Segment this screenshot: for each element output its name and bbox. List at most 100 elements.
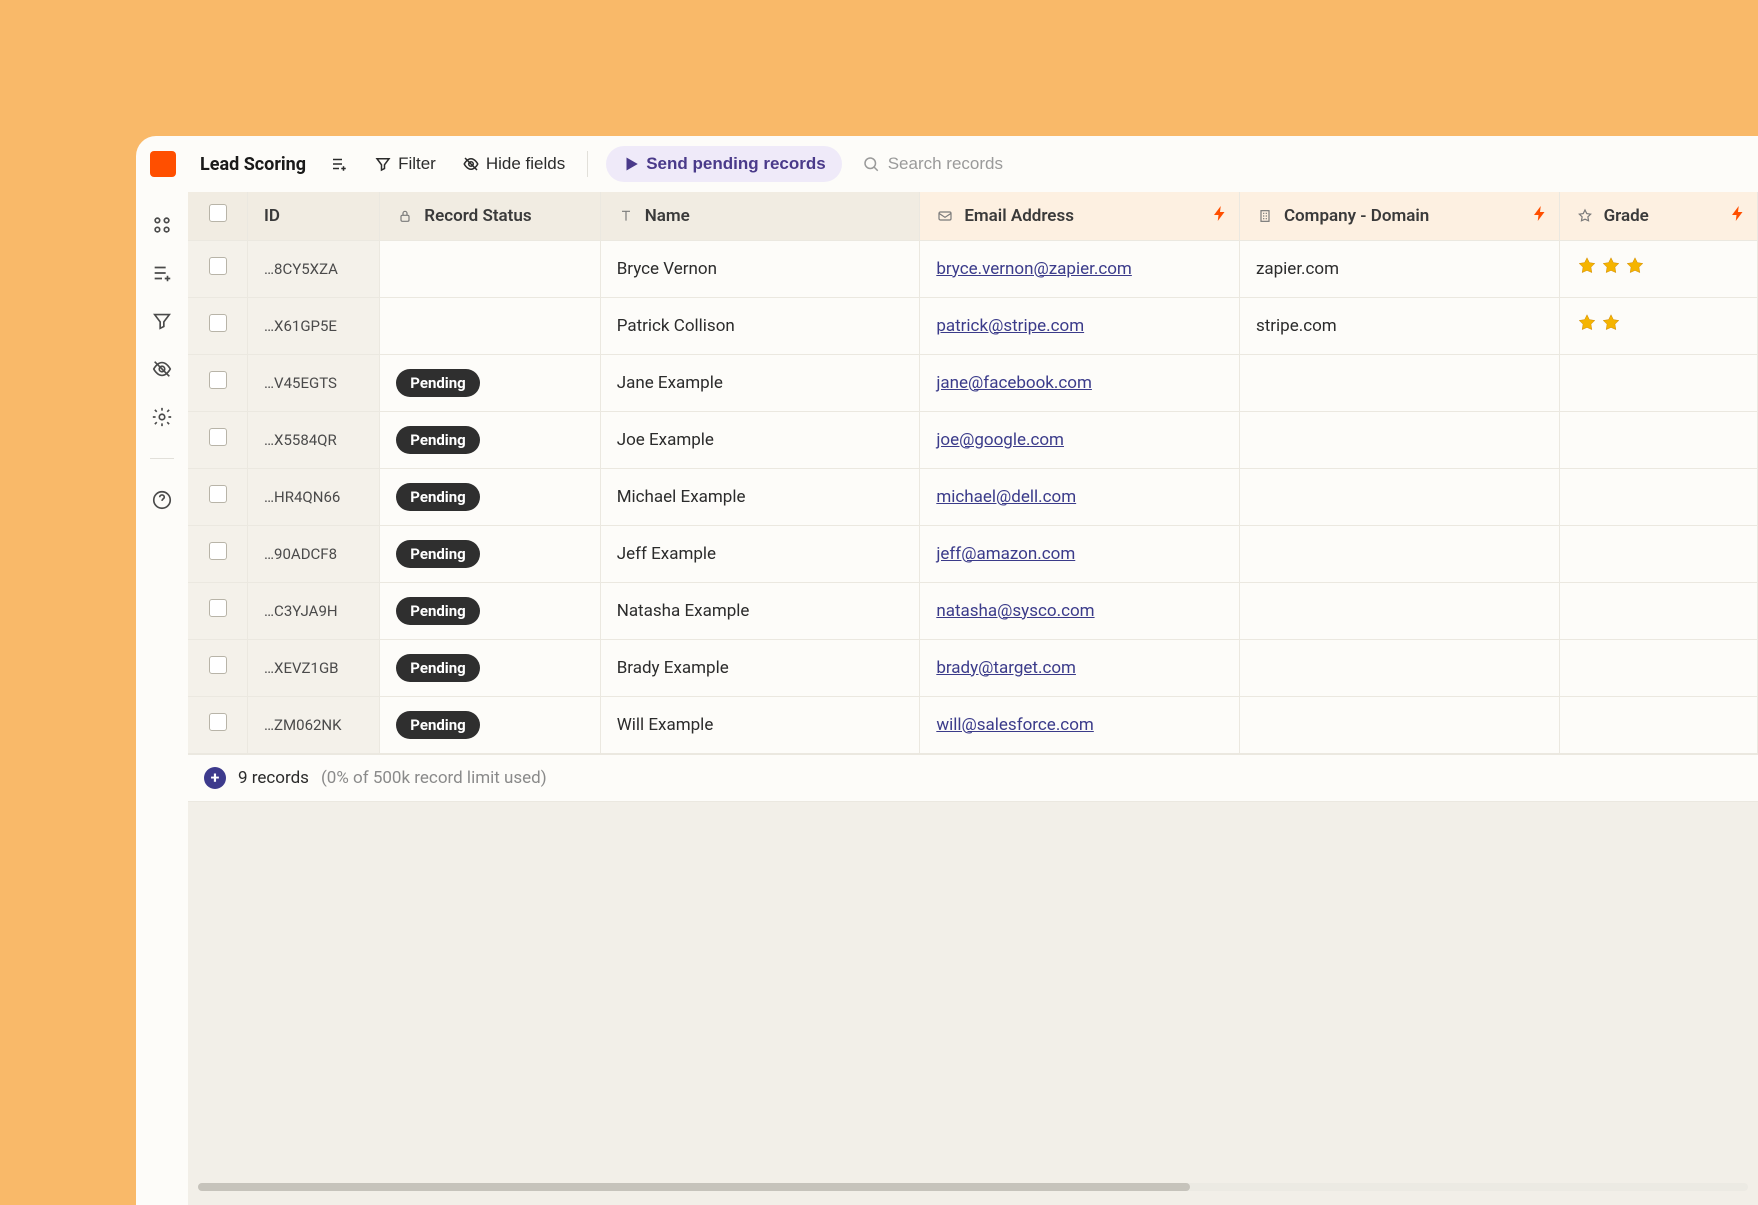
row-checkbox[interactable] <box>209 542 227 560</box>
row-checkbox-cell <box>188 525 248 582</box>
row-checkbox[interactable] <box>209 656 227 674</box>
hide-fields-label: Hide fields <box>486 154 565 174</box>
row-checkbox[interactable] <box>209 713 227 731</box>
email-link[interactable]: will@salesforce.com <box>936 715 1094 735</box>
row-checkbox-cell <box>188 696 248 753</box>
row-checkbox[interactable] <box>209 314 227 332</box>
table-row[interactable]: …C3YJA9HPendingNatasha Examplenatasha@sy… <box>188 582 1758 639</box>
column-header-email[interactable]: Email Address <box>920 192 1240 240</box>
row-checkbox[interactable] <box>209 428 227 446</box>
hide-fields-button[interactable]: Hide fields <box>452 148 575 180</box>
cell-grade <box>1559 468 1757 525</box>
status-badge: Pending <box>396 654 479 682</box>
email-link[interactable]: joe@google.com <box>936 430 1064 450</box>
table-row[interactable]: …90ADCF8PendingJeff Examplejeff@amazon.c… <box>188 525 1758 582</box>
send-pending-button[interactable]: Send pending records <box>606 146 841 182</box>
rail-gear-icon[interactable] <box>151 406 173 428</box>
cell-id: …XEVZ1GB <box>248 639 380 696</box>
row-checkbox[interactable] <box>209 485 227 503</box>
row-checkbox[interactable] <box>209 599 227 617</box>
rail-filter-icon[interactable] <box>151 310 173 332</box>
rail-list-icon[interactable] <box>151 262 173 284</box>
column-header-company[interactable]: Company - Domain <box>1239 192 1559 240</box>
status-badge: Pending <box>396 711 479 739</box>
cell-grade <box>1559 696 1757 753</box>
status-badge: Pending <box>396 369 479 397</box>
header-checkbox-cell <box>188 192 248 240</box>
cell-company <box>1239 354 1559 411</box>
cell-status: Pending <box>380 525 600 582</box>
cell-company <box>1239 411 1559 468</box>
email-link[interactable]: jeff@amazon.com <box>936 544 1075 564</box>
side-rail <box>136 192 188 1205</box>
table-row[interactable]: …XEVZ1GBPendingBrady Examplebrady@target… <box>188 639 1758 696</box>
email-link[interactable]: bryce.vernon@zapier.com <box>936 259 1132 279</box>
cell-status: Pending <box>380 582 600 639</box>
cell-name: Michael Example <box>600 468 920 525</box>
star-icon <box>1576 207 1594 225</box>
cell-name: Jane Example <box>600 354 920 411</box>
table-row[interactable]: …X61GP5EPatrick Collisonpatrick@stripe.c… <box>188 297 1758 354</box>
table-row[interactable]: …HR4QN66PendingMichael Examplemichael@de… <box>188 468 1758 525</box>
status-badge: Pending <box>396 483 479 511</box>
email-link[interactable]: patrick@stripe.com <box>936 316 1084 336</box>
text-icon <box>617 207 635 225</box>
column-header-label: ID <box>264 206 280 226</box>
email-link[interactable]: michael@dell.com <box>936 487 1076 507</box>
table-header-row: ID Record Status Name Email AddressCompany … <box>188 192 1758 240</box>
rail-apps-icon[interactable] <box>151 214 173 236</box>
rail-help-icon[interactable] <box>151 489 173 511</box>
cell-email: jane@facebook.com <box>920 354 1240 411</box>
email-link[interactable]: brady@target.com <box>936 658 1076 678</box>
status-badge: Pending <box>396 597 479 625</box>
filter-icon <box>374 155 392 173</box>
add-record-button[interactable]: + <box>204 767 226 789</box>
h-scrollbar-thumb[interactable] <box>198 1183 1190 1191</box>
record-limit-label: (0% of 500k record limit used) <box>321 768 547 788</box>
cell-grade <box>1559 297 1757 354</box>
cell-grade <box>1559 240 1757 297</box>
cell-status: Pending <box>380 696 600 753</box>
list-plus-icon <box>330 155 348 173</box>
column-header-id[interactable]: ID <box>248 192 380 240</box>
cell-status: Pending <box>380 354 600 411</box>
email-link[interactable]: jane@facebook.com <box>936 373 1092 393</box>
column-header-status[interactable]: Record Status <box>380 192 600 240</box>
email-link[interactable]: natasha@sysco.com <box>936 601 1094 621</box>
cell-name: Will Example <box>600 696 920 753</box>
table-row[interactable]: …V45EGTSPendingJane Examplejane@facebook… <box>188 354 1758 411</box>
row-checkbox-cell <box>188 582 248 639</box>
cell-grade <box>1559 525 1757 582</box>
select-all-checkbox[interactable] <box>209 204 227 222</box>
rail-visibility-icon[interactable] <box>151 358 173 380</box>
record-count-label: 9 records <box>238 768 309 788</box>
search-input[interactable] <box>888 154 1088 174</box>
search-wrap <box>862 154 1088 174</box>
column-header-name[interactable]: Name <box>600 192 920 240</box>
row-checkbox-cell <box>188 411 248 468</box>
table-row[interactable]: …ZM062NKPendingWill Examplewill@salesfor… <box>188 696 1758 753</box>
filter-label: Filter <box>398 154 436 174</box>
column-header-label: Name <box>645 206 690 226</box>
cell-company: zapier.com <box>1239 240 1559 297</box>
cell-status <box>380 240 600 297</box>
cell-name: Bryce Vernon <box>600 240 920 297</box>
bolt-icon <box>1531 204 1549 227</box>
row-checkbox[interactable] <box>209 257 227 275</box>
app-window: Lead Scoring Filter Hide fields Send pen… <box>136 136 1758 1205</box>
cell-company <box>1239 639 1559 696</box>
status-badge: Pending <box>396 540 479 568</box>
table-row[interactable]: …X5584QRPendingJoe Examplejoe@google.com <box>188 411 1758 468</box>
table-row[interactable]: …8CY5XZABryce Vernonbryce.vernon@zapier.… <box>188 240 1758 297</box>
filter-button[interactable]: Filter <box>364 148 446 180</box>
row-checkbox[interactable] <box>209 371 227 389</box>
h-scrollbar-track[interactable] <box>198 1183 1748 1191</box>
cell-grade <box>1559 639 1757 696</box>
lock-icon <box>396 207 414 225</box>
cell-grade <box>1559 582 1757 639</box>
cell-email: will@salesforce.com <box>920 696 1240 753</box>
row-checkbox-cell <box>188 639 248 696</box>
settings-icon-button[interactable] <box>320 149 358 179</box>
empty-space <box>188 802 1758 1205</box>
column-header-grade[interactable]: Grade <box>1559 192 1757 240</box>
